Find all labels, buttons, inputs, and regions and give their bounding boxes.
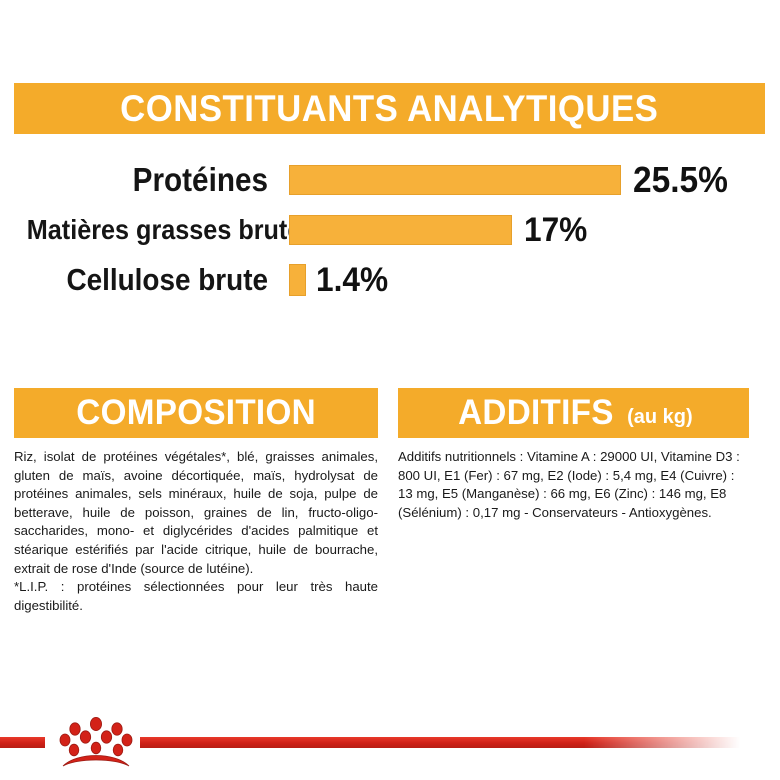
bar-fill-proteines	[289, 165, 621, 195]
nutrient-bar-chart: Protéines 25.5% Matières grasses brutes …	[0, 155, 780, 305]
bar-track: 25.5%	[289, 159, 735, 201]
composition-banner: COMPOSITION	[14, 388, 378, 438]
bar-row: Cellulose brute 1.4%	[0, 255, 780, 305]
bar-track: 17%	[289, 211, 592, 250]
bar-value-proteines: 25.5%	[633, 159, 728, 200]
bar-track: 1.4%	[289, 261, 394, 300]
brand-footer	[0, 690, 780, 780]
bar-row: Protéines 25.5%	[0, 155, 780, 205]
bar-fill-matieres-grasses-brutes	[289, 215, 512, 245]
ingredients-panels: COMPOSITION Riz, isolat de protéines vég…	[0, 388, 780, 678]
additives-title: ADDITIFS	[458, 393, 615, 432]
analytical-constituents-section: CONSTITUANTS ANALYTIQUES Protéines 25.5%…	[0, 0, 780, 370]
bar-label-matieres-grasses-brutes: Matières grasses brutes	[26, 214, 316, 245]
bar-row: Matières grasses brutes 17%	[0, 205, 780, 255]
bar-value-cellulose-brute: 1.4%	[316, 260, 389, 299]
additives-banner: ADDITIFS (au kg)	[398, 388, 749, 438]
analytical-constituents-title: CONSTITUANTS ANALYTIQUES	[120, 87, 659, 129]
additives-subtitle: (au kg)	[627, 405, 693, 428]
bar-value-matieres-grasses-brutes: 17%	[524, 210, 588, 249]
composition-body-text: Riz, isolat de protéines végétales*, blé…	[14, 449, 378, 613]
bar-label-cellulose-brute: Cellulose brute	[66, 262, 268, 297]
brand-rule-left	[0, 737, 45, 748]
composition-title: COMPOSITION	[76, 393, 316, 432]
additives-body-text: Additifs nutritionnels : Vitamine A : 29…	[398, 449, 744, 520]
analytical-constituents-banner: CONSTITUANTS ANALYTIQUES	[14, 83, 765, 134]
additives-panel: ADDITIFS (au kg) Additifs nutritionnels …	[398, 388, 749, 522]
composition-panel: COMPOSITION Riz, isolat de protéines vég…	[14, 388, 378, 615]
brand-rule-right	[140, 737, 740, 748]
bar-fill-cellulose-brute	[289, 264, 306, 296]
bar-label-proteines: Protéines	[132, 161, 268, 198]
royal-canin-crown-icon	[59, 716, 133, 767]
